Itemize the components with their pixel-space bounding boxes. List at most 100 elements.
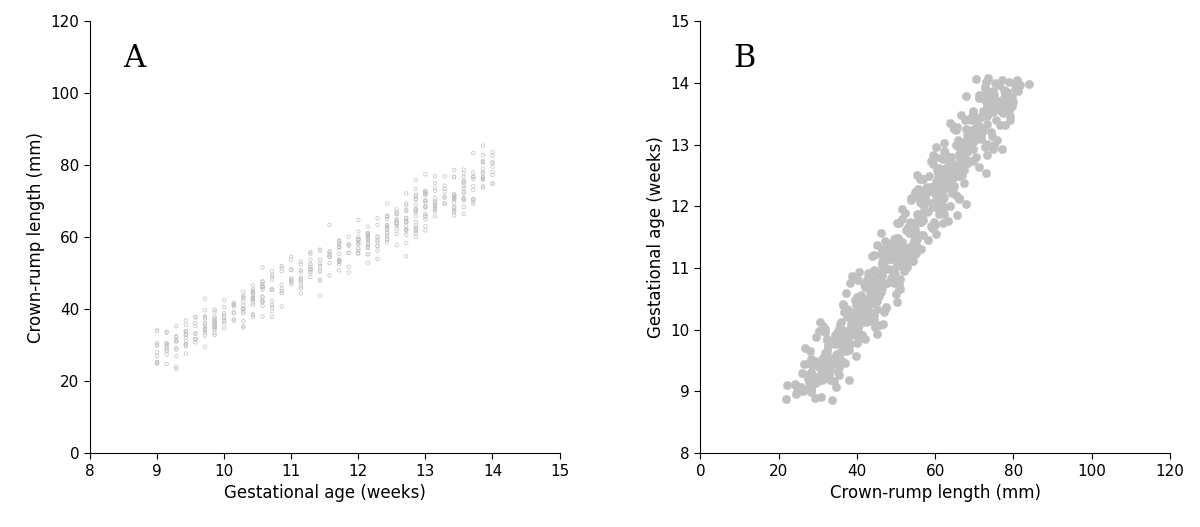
Point [876,237,895,245]
Point [482,148,502,157]
Point [934,195,953,203]
Point [388,225,407,233]
Point [884,279,904,288]
Point [922,184,941,193]
Point [907,218,926,226]
Point [157,343,176,352]
Point [800,358,820,367]
Point [902,220,922,228]
Point [974,95,994,103]
Point [888,244,907,252]
Point [311,256,330,264]
Point [964,106,983,115]
Point [968,162,988,171]
Point [482,179,502,188]
Point [359,229,378,238]
Point [253,278,272,286]
Point [821,365,840,374]
Point [454,177,473,186]
Point [862,308,881,317]
Point [828,338,847,347]
Point [340,249,359,257]
Point [167,322,186,330]
Point [320,247,340,256]
Point [473,168,492,177]
Point [1008,76,1027,84]
Point [349,233,368,241]
Point [244,294,263,302]
Point [330,266,349,275]
Point [407,207,426,215]
Point [929,197,948,206]
Point [798,374,817,383]
Point [407,206,426,214]
Point [973,106,992,115]
Point [958,136,977,144]
Point [916,191,935,200]
Point [821,360,840,368]
Point [186,338,205,347]
Point [244,301,263,309]
Point [925,188,944,196]
Point [234,322,253,330]
Point [196,327,215,335]
Point [922,157,941,165]
Point [778,381,797,389]
Point [952,171,971,180]
Point [858,269,877,277]
Point [860,309,880,318]
Point [444,211,463,220]
Point [935,210,954,218]
Point [884,275,904,283]
Point [991,121,1010,130]
Point [888,298,907,306]
Point [282,278,301,286]
Point [888,234,907,242]
Point [978,91,997,100]
Point [847,293,866,301]
Point [330,237,349,246]
Point [215,302,234,311]
Point [942,174,961,182]
Point [311,266,330,275]
Point [157,360,176,368]
Point [966,153,985,161]
Point [833,300,852,309]
Point [167,336,186,344]
Point [444,195,463,203]
Point [812,368,832,376]
Point [176,320,196,329]
Point [378,226,397,234]
Point [263,307,282,316]
Point [205,322,224,330]
Point [425,187,444,195]
Point [864,250,883,259]
Point [434,172,454,181]
Point [862,275,881,284]
Point [839,334,858,343]
Point [272,287,292,296]
Point [829,361,848,369]
Point [378,221,397,229]
Point [977,78,996,86]
Point [974,142,994,151]
Point [838,311,857,320]
Point [176,337,196,346]
Point [292,282,311,290]
Point [416,189,436,198]
Point [444,192,463,201]
Point [301,272,320,281]
Point [224,302,244,310]
Point [972,125,991,134]
Point [301,268,320,277]
Point [857,298,876,307]
Point [378,199,397,208]
Point [1007,80,1026,89]
Point [340,240,359,248]
Point [215,296,234,305]
Point [253,282,272,290]
Point [263,276,282,284]
Point [889,243,908,252]
Point [463,186,482,194]
Point [148,327,167,335]
